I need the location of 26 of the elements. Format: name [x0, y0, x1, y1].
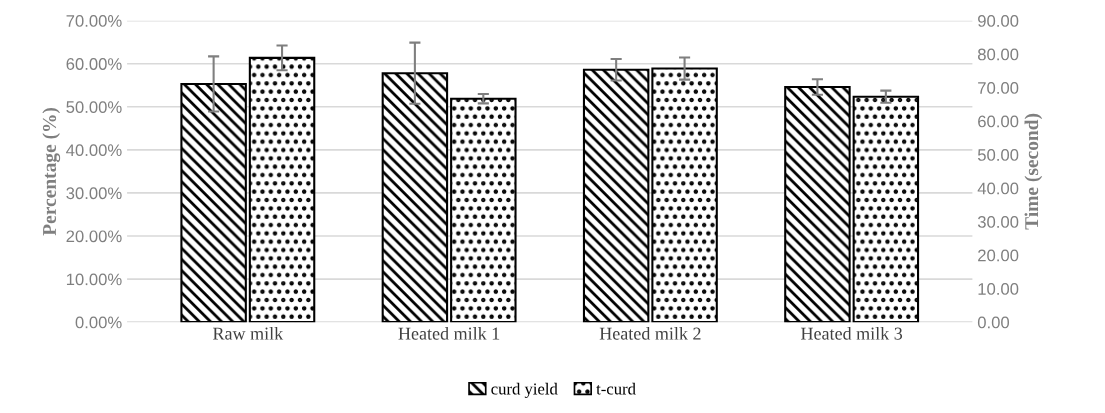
y2-tick-label: 30.00	[977, 216, 1019, 228]
y2-tick-label: 90.00	[978, 15, 1019, 27]
y2-tick-label: 10.00	[978, 283, 1019, 295]
y2-axis-title: Time (second)	[1024, 113, 1043, 230]
y2-tick-label: 60.00	[978, 115, 1019, 128]
y2-tick-label: 50.00	[977, 149, 1019, 161]
y-tick-label: 10.00%	[66, 273, 122, 286]
legend-label: curd yield	[491, 382, 558, 398]
y-tick-label: 0.00%	[75, 316, 122, 329]
y-tick-label: 40.00%	[66, 144, 122, 157]
x-tick-label: Heated milk 1	[398, 327, 500, 340]
y-tick-label: 30.00%	[66, 187, 122, 200]
y2-tick-label: 80.00	[977, 48, 1019, 61]
y-axis-title: Percentage (%)	[42, 107, 61, 236]
y2-tick-label: 40.00	[977, 182, 1019, 195]
y2-tick-label: 70.00	[978, 82, 1019, 94]
y-tick-label: 20.00%	[66, 230, 122, 243]
x-tick-label: Heated milk 2	[599, 327, 701, 340]
y-tick-label: 50.00%	[66, 101, 122, 113]
x-tick-label: Raw milk	[213, 327, 284, 340]
y-tick-label: 60.00%	[66, 58, 122, 70]
y2-tick-label: 20.00	[978, 249, 1019, 262]
x-tick-label: Heated milk 3	[801, 327, 903, 340]
y2-tick-label: 0.00	[977, 316, 1010, 329]
y-tick-label: 70.00%	[66, 15, 122, 27]
legend-label: t-curd	[596, 382, 636, 395]
